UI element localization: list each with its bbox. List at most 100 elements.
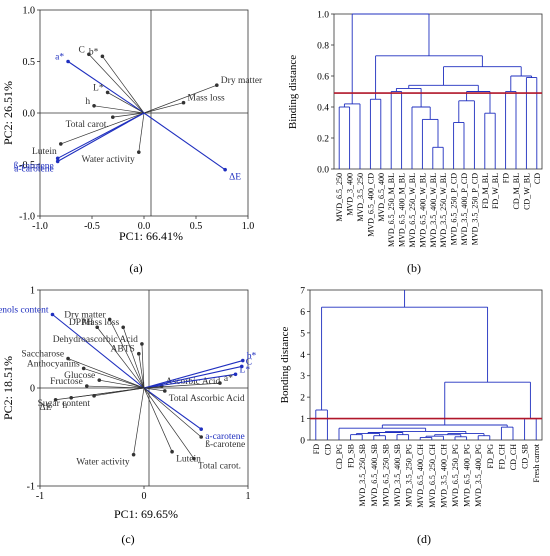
leaf-label-mvd-3-5-250-pg: MVD_3.5_250_PG: [405, 444, 414, 507]
vector-label-dpph: DPPH: [69, 318, 93, 328]
x-tick-label: 0: [142, 491, 147, 502]
vector-label-polyphenols-content: Polyphenols content: [0, 306, 49, 316]
leaf-label-fresh-carrot: Fresh carrot: [532, 443, 541, 482]
vector-mass-loss: [122, 327, 145, 389]
y-tick-label: 0.5: [23, 57, 36, 68]
vector-tip-total-carot: [192, 456, 196, 461]
leaf-label-mvd-3-400: MVD_3_400: [346, 173, 355, 216]
vector-tip-polyphenols-content: [50, 312, 55, 317]
leaf-label-mvd-3-5-400-ch: MVD_3.5_400_CH: [439, 444, 448, 508]
vector-l: [143, 373, 236, 389]
vector-dpph: [96, 327, 145, 389]
vector-label-abts: ABTS: [111, 345, 135, 355]
vector-label-mass-loss: Mass loss: [82, 318, 120, 328]
x-tick-label: -1: [36, 491, 44, 502]
y-tick-label: 1: [300, 415, 305, 425]
vector-a-carotene: [57, 112, 145, 162]
vector-label-glucose: Glucose: [64, 371, 95, 381]
leaf-label-cd-w-bl: CD_W_BL: [522, 173, 531, 210]
panel-c-caption: (c): [121, 532, 134, 546]
vector-label-e: ΔE: [40, 403, 52, 413]
vector-tip-e: [223, 167, 227, 172]
vector-tip-carotene: [199, 435, 203, 439]
vector-c: [88, 54, 145, 114]
panel-a-y-ticks: 1.0 0.5 0.0 -0.5 -1.0: [19, 6, 40, 223]
vector-dry-matter: [109, 319, 145, 389]
vector-tip-a: [66, 59, 70, 64]
vector-mass-loss: [143, 102, 184, 114]
vector-dehydroascorbic-acid: [141, 343, 145, 389]
x-tick-label: -1.0: [32, 221, 48, 232]
vector-label-total-carot: Total carot.: [198, 462, 241, 472]
panel-c-xlabel: PC1: 69.65%: [114, 507, 178, 521]
leaf-label-mvd-6-5-400: MVD_6.5_400: [377, 173, 386, 222]
panel-b-frame: [333, 13, 543, 170]
vector-tip-a-carotene: [199, 427, 203, 431]
panel-b-ylabel: Binding distance: [287, 55, 299, 129]
vector-anthocyanins: [83, 368, 145, 389]
leaf-label-mvd-3-5-250: MVD_3.5_250: [356, 173, 365, 222]
y-tick-label: 0.2: [317, 135, 329, 145]
y-tick-label: 4: [300, 351, 305, 361]
vector-tip-b: [241, 358, 245, 363]
vector-tip-water-activity: [131, 452, 136, 457]
vector-tip-dry-matter: [107, 317, 112, 322]
vector-tip-dry-matter: [215, 83, 219, 87]
panel-d-tree: [315, 290, 537, 440]
leaf-label-fd: FD: [312, 444, 321, 454]
leaf-label-cd: CD: [323, 444, 332, 455]
vector-label-l: L*: [240, 365, 251, 375]
panel-d-caption: (d): [417, 532, 431, 546]
vector-polyphenols-content: [52, 314, 145, 389]
vector-saccharose: [67, 358, 145, 389]
vector-label-fructose: Fructose: [50, 377, 83, 387]
vector-label-b: b*: [247, 352, 257, 362]
panel-d-frame: [309, 289, 543, 441]
panel-a-caption: (a): [129, 261, 142, 275]
leaf-label-cd: CD: [533, 173, 542, 184]
panel-b-tree: [338, 13, 538, 169]
vector-tip-carotene: [55, 156, 60, 161]
vector-tip-a-carotene: [55, 159, 60, 164]
leaf-label-mvd-6-5-250-pg: MVD_6.5_250_PG: [451, 444, 460, 507]
vector-label-a: a*: [224, 374, 233, 384]
leaf-label-mvd-6-5-250-m-bl: MVD_6.5_250_M_BL: [387, 173, 396, 247]
vector-lutein: [143, 387, 173, 452]
panel-a-ylabel: PC2: 26.51%: [1, 81, 15, 145]
vector-a-carotene: [143, 387, 202, 430]
vector-label-total-carot: Total carot.: [66, 120, 109, 130]
vector-label-lutein: Lutein: [176, 455, 201, 465]
vector-label-h: h: [85, 97, 90, 107]
panel-c-x-ticks: -1 0 1: [36, 486, 251, 502]
vector-tip-anthocyanins: [81, 366, 86, 371]
leaf-label-mvd-3-5-250-w-bl: MVD_3.5_250_W_BL: [439, 173, 448, 248]
leaf-label-fd-ch: FD_CH: [497, 444, 506, 470]
y-tick-label: 0.0: [23, 109, 36, 120]
leaf-label-fd-sb: FD_SB: [347, 444, 356, 468]
panel-c-ylabel: PC2: 18.51%: [1, 356, 15, 420]
vector-label-h: h: [62, 401, 67, 411]
vector-e: [143, 112, 226, 171]
y-tick-label: -1: [27, 482, 35, 493]
vector-tip-dpph: [95, 325, 99, 330]
leaf-label-fd-w-bl: FD_W_BL: [491, 173, 500, 209]
panel-a-xlabel: PC1: 66.41%: [119, 229, 183, 243]
vector-water-activity: [133, 387, 145, 455]
panel-d-leaf-labels: FD CD CD_PG FD_SB MVD_3.5_250_SB MVD_6.5_400_…: [312, 443, 541, 508]
vector-label-dehydroascorbic-acid: Dehydroascorbic Acid: [53, 335, 138, 345]
y-tick-label: 3: [300, 372, 305, 382]
vector-tip-lutein: [170, 449, 174, 454]
vector-label-lutein: Lutein: [32, 147, 57, 157]
leaf-label-cd-sb: CD_SB: [521, 444, 530, 469]
vector-label-e: ΔE: [229, 173, 241, 183]
vector-b: [102, 56, 145, 114]
vector-glucose: [99, 379, 145, 389]
vector-label-dry-matter: Dry matter: [221, 76, 263, 86]
vector-a: [67, 61, 145, 114]
vector-tip-fructose: [85, 384, 89, 388]
vector-tip-abts: [137, 351, 141, 356]
panel-b-y-ticks: 1.0 0.8 0.6 0.4 0.2 0.0: [317, 11, 334, 176]
vector-carotene: [143, 387, 202, 438]
